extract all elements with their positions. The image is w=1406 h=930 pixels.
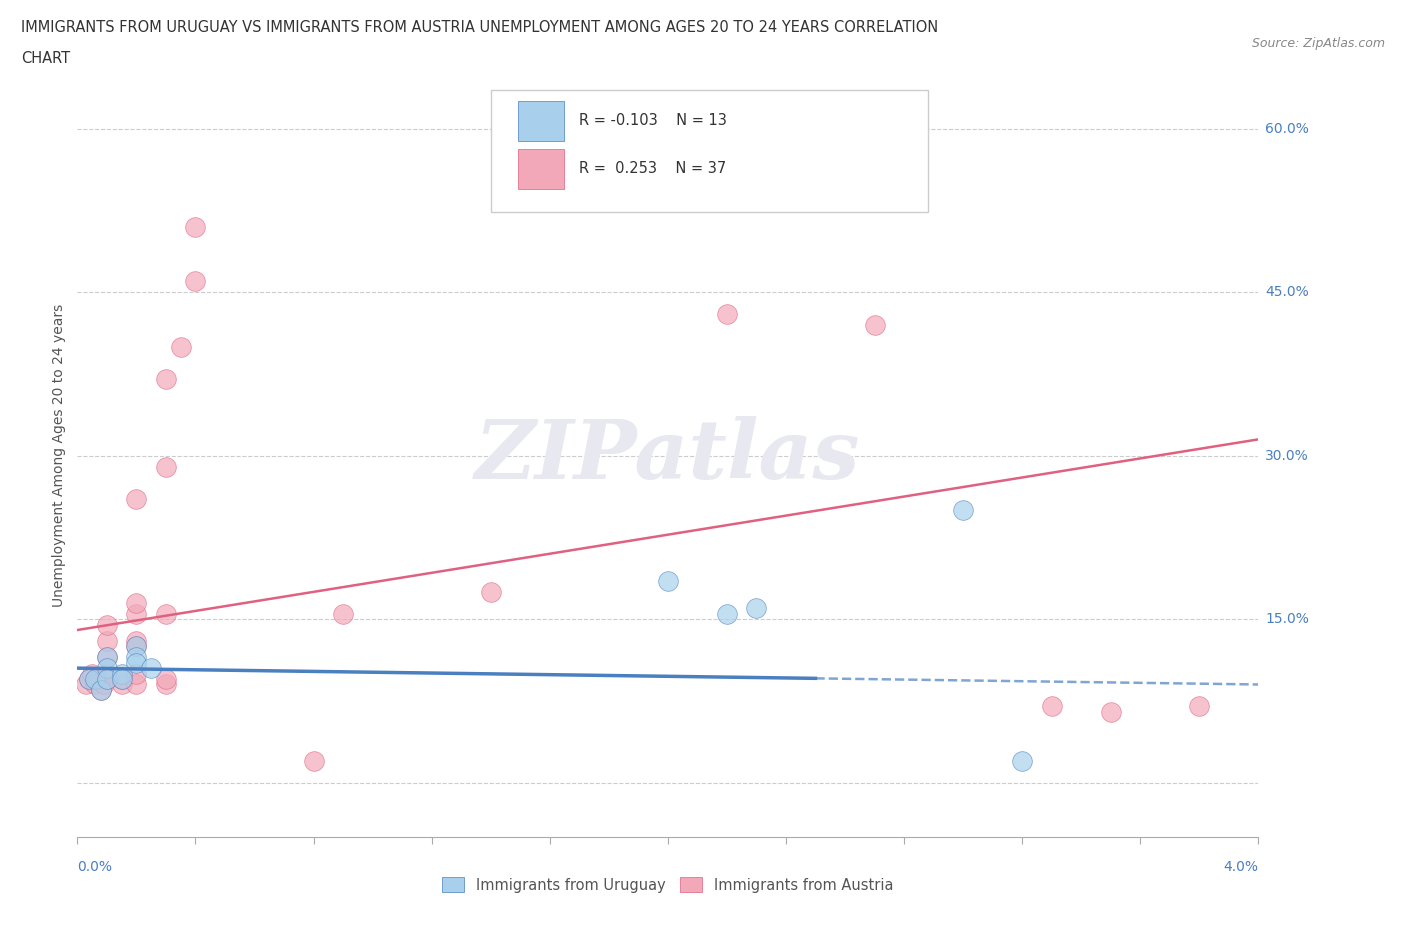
Point (125, 595, 148, 610)
Point (82, 666, 104, 681)
Point (952, 503, 974, 518)
Text: 0.0%: 0.0% (77, 860, 112, 874)
Point (96, 650, 118, 665)
Point (716, 307, 738, 322)
Point (111, 677, 132, 692)
Legend: Immigrants from Uruguay, Immigrants from Austria: Immigrants from Uruguay, Immigrants from… (436, 871, 900, 898)
Text: Source: ZipAtlas.com: Source: ZipAtlas.com (1251, 37, 1385, 50)
Point (96, 633, 118, 648)
Point (155, 677, 177, 692)
Point (96, 618, 118, 632)
Point (657, 574, 679, 589)
Point (716, 606, 738, 621)
Point (125, 666, 148, 681)
Point (96, 660, 118, 675)
Point (111, 666, 132, 681)
Point (125, 606, 148, 621)
Point (96, 671, 118, 686)
Point (125, 656, 148, 671)
Point (77, 671, 100, 686)
Point (84, 677, 107, 692)
Point (1040, 698, 1063, 713)
FancyBboxPatch shape (517, 101, 564, 140)
Point (125, 633, 148, 648)
Point (96, 666, 118, 681)
Point (87, 671, 110, 686)
Point (863, 317, 886, 332)
FancyBboxPatch shape (517, 149, 564, 189)
Text: CHART: CHART (21, 51, 70, 66)
Point (111, 671, 132, 686)
Point (75, 677, 97, 692)
Text: 45.0%: 45.0% (1265, 286, 1309, 299)
Point (125, 639, 148, 654)
Point (96, 671, 118, 686)
Point (155, 459, 177, 474)
Point (155, 606, 177, 621)
Point (141, 660, 163, 675)
Point (96, 650, 118, 665)
Point (93, 677, 115, 692)
Point (184, 219, 207, 234)
Point (184, 274, 207, 289)
Point (84, 671, 107, 686)
Text: R = -0.103    N = 13: R = -0.103 N = 13 (579, 113, 727, 127)
Point (479, 584, 502, 599)
Point (155, 372, 177, 387)
Text: R =  0.253    N = 37: R = 0.253 N = 37 (579, 161, 727, 176)
Point (125, 677, 148, 692)
Point (125, 492, 148, 507)
Point (745, 601, 768, 616)
Text: IMMIGRANTS FROM URUGUAY VS IMMIGRANTS FROM AUSTRIA UNEMPLOYMENT AMONG AGES 20 TO: IMMIGRANTS FROM URUGUAY VS IMMIGRANTS FR… (21, 20, 938, 35)
Point (1099, 704, 1122, 719)
Point (1188, 698, 1211, 713)
Text: 15.0%: 15.0% (1265, 612, 1309, 626)
Point (90, 683, 112, 698)
Point (125, 639, 148, 654)
FancyBboxPatch shape (491, 89, 928, 212)
Text: 60.0%: 60.0% (1265, 122, 1309, 136)
Y-axis label: Unemployment Among Ages 20 to 24 years: Unemployment Among Ages 20 to 24 years (52, 304, 66, 607)
Text: ZIPatlas: ZIPatlas (475, 416, 860, 496)
Point (125, 650, 148, 665)
Point (302, 753, 325, 768)
Point (169, 339, 191, 354)
Point (332, 606, 354, 621)
Text: 30.0%: 30.0% (1265, 448, 1309, 463)
Point (111, 671, 132, 686)
Point (77, 671, 100, 686)
Point (155, 671, 177, 686)
Point (90, 683, 112, 698)
Text: 4.0%: 4.0% (1223, 860, 1258, 874)
Point (1011, 753, 1033, 768)
